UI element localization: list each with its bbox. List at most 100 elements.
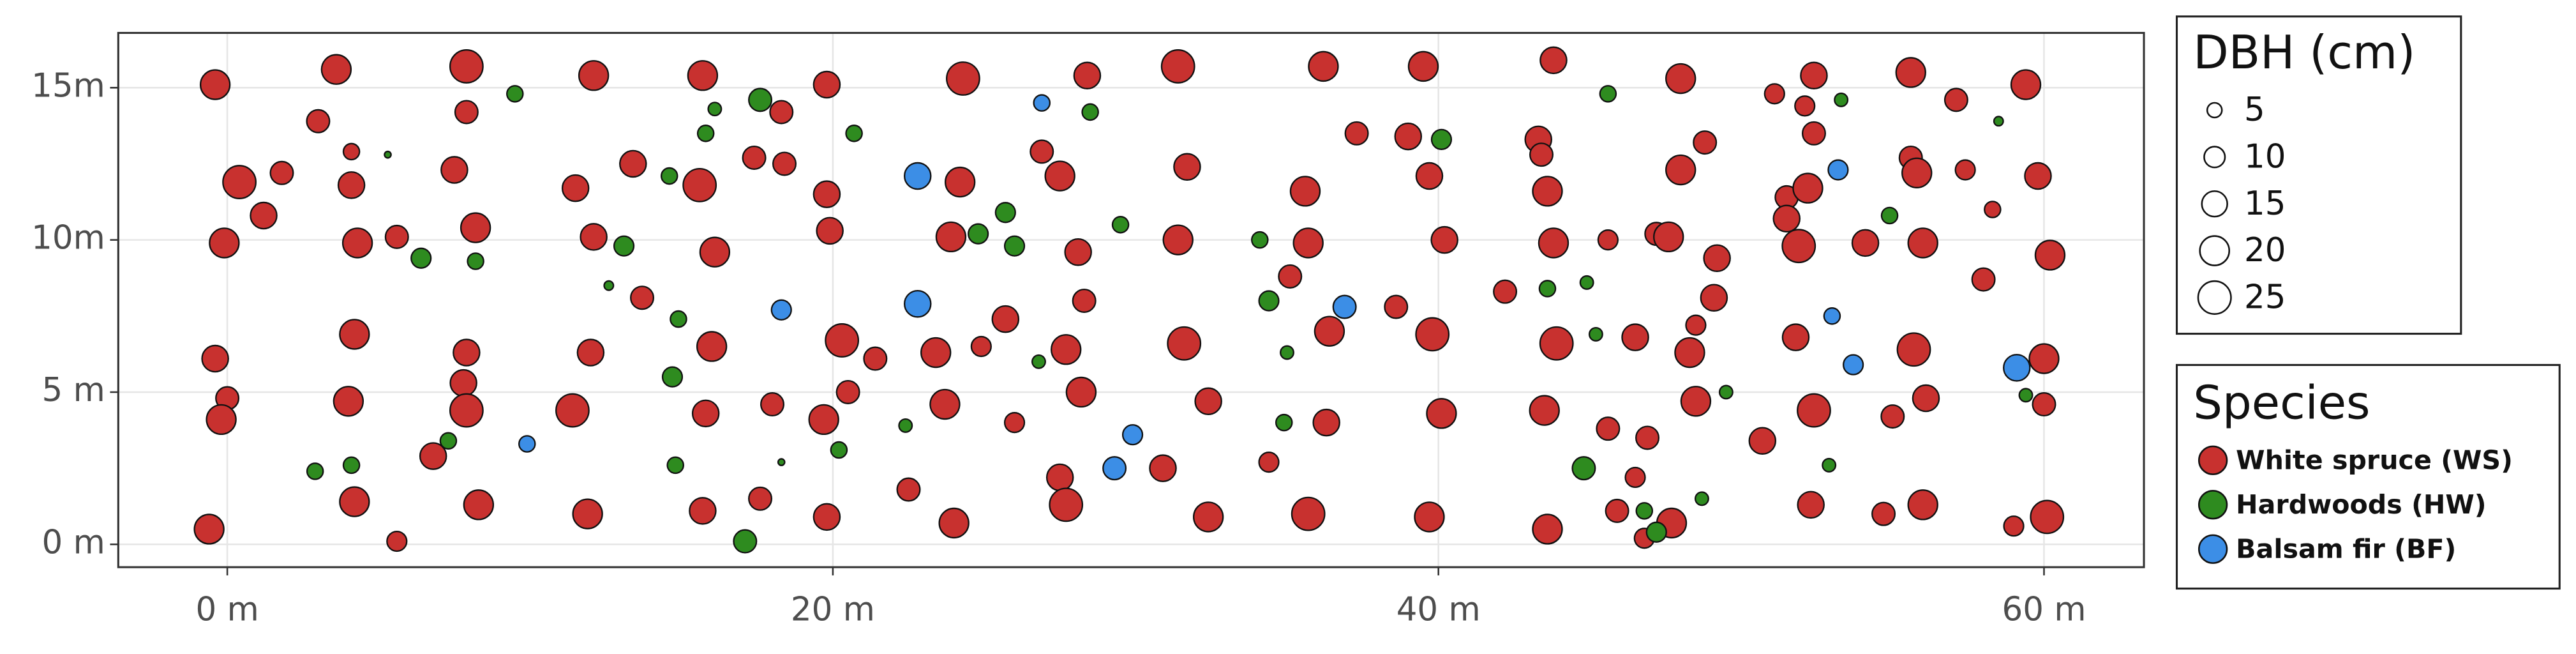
tree-point: [898, 418, 913, 433]
tree-point: [707, 102, 723, 117]
tree-point: [561, 174, 590, 202]
tree-point: [1289, 176, 1321, 207]
tree-point: [1772, 204, 1801, 233]
tree-point: [209, 227, 240, 259]
tree-point: [2010, 69, 2042, 100]
tree-point: [1834, 92, 1849, 107]
tree-point: [449, 369, 477, 397]
tree-point: [1278, 264, 1303, 289]
tree-point: [206, 404, 237, 436]
tree-point: [903, 289, 932, 318]
tree-point: [1764, 83, 1785, 105]
tree-point: [518, 435, 536, 453]
tree-point: [1901, 157, 1933, 188]
tree-point: [1895, 57, 1926, 88]
tree-point: [1081, 103, 1099, 121]
tree-point: [555, 393, 590, 428]
tree-point: [1896, 332, 1931, 367]
tree-point: [1030, 139, 1054, 164]
size-legend-key: [2197, 280, 2232, 315]
tree-point: [250, 201, 278, 230]
tree-point: [506, 85, 524, 103]
tree-point: [1111, 216, 1130, 234]
tree-point: [1407, 50, 1439, 82]
tree-point: [1539, 326, 1574, 361]
legend-key: [2198, 490, 2228, 520]
tree-point: [1599, 85, 1617, 103]
tree-point: [1280, 345, 1294, 360]
tree-point: [199, 69, 231, 100]
tree-point: [1797, 393, 1831, 428]
tree-point: [439, 432, 458, 450]
tree-point: [1822, 457, 1837, 473]
size-legend-label: 5: [2244, 91, 2265, 129]
tree-point: [1532, 513, 1563, 545]
tree-point: [808, 404, 839, 436]
tree-point: [1493, 279, 1518, 304]
tree-point: [1072, 288, 1097, 313]
tree-point: [1907, 227, 1938, 259]
tree-point: [440, 156, 468, 184]
tree-point: [193, 513, 225, 545]
tree-point: [2028, 343, 2060, 374]
tree-point: [1539, 46, 1568, 75]
tree-point: [994, 202, 1016, 224]
tree-point: [1993, 116, 2004, 127]
tree-point: [1781, 229, 1816, 264]
tree-point: [342, 456, 361, 475]
tree-point: [1415, 162, 1444, 190]
tree-point: [463, 489, 495, 521]
tree-point: [1532, 176, 1563, 207]
tree-point: [1049, 487, 1084, 522]
tree-point: [333, 386, 364, 417]
tree-point: [1430, 128, 1453, 150]
tree-point: [696, 331, 728, 362]
tree-point: [812, 503, 841, 531]
tree-point: [1414, 501, 1445, 533]
size-legend-key: [2201, 190, 2228, 218]
tree-point: [929, 388, 961, 420]
tree-point: [1251, 231, 1269, 249]
tree-point: [748, 486, 773, 511]
tree-point: [1823, 307, 1841, 325]
tree-point: [1344, 121, 1369, 146]
tree-point: [619, 149, 647, 178]
tree-point: [1781, 323, 1810, 351]
size-legend-key: [2203, 146, 2226, 169]
tree-point: [1258, 290, 1280, 312]
tree-point: [1292, 227, 1324, 259]
tree-point: [1160, 49, 1195, 84]
tree-point: [337, 171, 366, 199]
tree-point: [1312, 408, 1340, 437]
y-tick-label: 15m: [31, 66, 105, 105]
tree-point: [1694, 491, 1709, 506]
tree-point: [777, 458, 786, 466]
tree-point: [687, 60, 719, 91]
tree-point: [816, 217, 844, 245]
tree-point: [1415, 317, 1450, 352]
tree-point: [769, 100, 794, 125]
tree-point: [1173, 153, 1201, 181]
tree-point: [825, 323, 860, 358]
tree-point: [630, 285, 655, 310]
tree-point: [1851, 229, 1880, 257]
legend-key: [2198, 445, 2228, 475]
tree-point: [1665, 154, 1696, 186]
tree-point: [222, 165, 257, 199]
tree-point: [661, 366, 684, 388]
tree-point: [1538, 227, 1569, 259]
tree-point: [419, 442, 447, 470]
tree-point: [845, 125, 863, 142]
tree-point: [1954, 159, 1976, 181]
tree-point: [1800, 61, 1828, 89]
tree-point: [1718, 384, 1734, 400]
legend-label: Balsam fir (BF): [2236, 533, 2456, 564]
tree-point: [339, 319, 370, 350]
species-legend-box: [2175, 363, 2561, 590]
size-legend-label: 15: [2244, 185, 2286, 223]
tree-point: [830, 441, 848, 459]
tree-point: [2030, 499, 2065, 535]
tree-point: [1645, 521, 1667, 543]
